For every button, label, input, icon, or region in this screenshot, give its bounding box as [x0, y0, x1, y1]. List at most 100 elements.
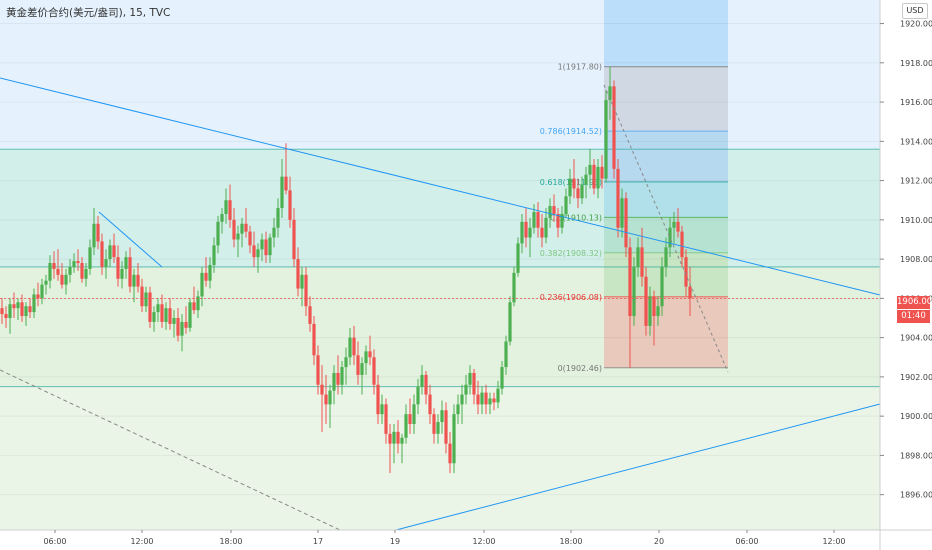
- x-tick-label: 17: [313, 537, 323, 546]
- candle-body: [480, 392, 484, 405]
- candle-body: [140, 286, 144, 307]
- candle-body: [584, 174, 588, 185]
- candle-body: [208, 265, 212, 281]
- candle-body: [240, 223, 244, 234]
- candle-body: [668, 227, 672, 248]
- candle-body: [612, 86, 616, 169]
- y-tick-label: 1912.00: [900, 177, 932, 186]
- candle-body: [404, 414, 408, 438]
- candle-body: [368, 351, 372, 358]
- candle-body: [384, 404, 388, 434]
- candle-body: [252, 245, 256, 258]
- candle-body: [108, 245, 112, 260]
- candle-body: [52, 263, 56, 269]
- x-tick-label: 18:00: [219, 537, 242, 546]
- candle-body: [464, 384, 468, 395]
- candle-body: [200, 272, 204, 297]
- x-tick-label: 06:00: [43, 537, 66, 546]
- candle-body: [120, 268, 124, 279]
- y-tick-label: 1900.00: [900, 412, 932, 421]
- candle-body: [264, 239, 268, 256]
- x-tick-label: 18:00: [559, 537, 582, 546]
- candle-body: [640, 247, 644, 277]
- candle-body: [116, 257, 120, 279]
- candle-body: [592, 164, 596, 189]
- candle-body: [448, 443, 452, 464]
- y-tick-label: 1916.00: [900, 98, 932, 107]
- candle-body: [304, 274, 308, 307]
- candle-body: [164, 308, 168, 322]
- candle-body: [528, 227, 532, 238]
- zone-bottom: [0, 386, 880, 530]
- candle-body: [416, 386, 420, 405]
- fib-label-0.5: 0.5(1910.13): [550, 213, 602, 222]
- zone-upper: [0, 0, 880, 150]
- candle-body: [536, 212, 540, 228]
- candle-body: [48, 263, 52, 281]
- candle-body: [8, 304, 12, 318]
- x-tick-label: 12:00: [822, 537, 845, 546]
- candle-body: [24, 306, 28, 317]
- candle-body: [44, 280, 48, 285]
- candle-body: [0, 308, 4, 315]
- candle-body: [540, 227, 544, 238]
- candle-body: [504, 341, 508, 368]
- candle-body: [656, 306, 660, 317]
- candle-body: [104, 259, 108, 267]
- candle-body: [684, 257, 688, 287]
- candle-body: [36, 294, 40, 299]
- candle-body: [340, 367, 344, 385]
- candle-body: [284, 176, 288, 191]
- candle-body: [436, 422, 440, 434]
- candle-body: [580, 184, 584, 199]
- candle-body: [344, 357, 348, 368]
- candle-body: [300, 274, 304, 289]
- fib-trend-dashed: [603, 84, 729, 373]
- fib-label-0: 0(1902.46): [558, 364, 602, 373]
- candle-body: [620, 198, 624, 228]
- candle-body: [548, 206, 552, 218]
- y-tick-label: 1896.00: [900, 491, 932, 500]
- y-tick-label: 1904.00: [900, 334, 932, 343]
- candle-body: [364, 351, 368, 364]
- candle-body: [660, 266, 664, 307]
- x-tick-label: 12:00: [130, 537, 153, 546]
- y-tick-label: 1898.00: [900, 451, 932, 460]
- fib-label-1: 1(1917.80): [558, 63, 602, 72]
- candle-body: [444, 410, 448, 444]
- candle-body: [560, 213, 564, 228]
- y-tick-label: 1914.00: [900, 137, 932, 146]
- candle-body: [244, 223, 248, 232]
- candle-body: [288, 190, 292, 220]
- candle-body: [516, 243, 520, 273]
- candle-body: [604, 100, 608, 179]
- candle-body: [92, 223, 96, 248]
- candle-body: [632, 266, 636, 317]
- candle-body: [60, 274, 64, 285]
- candle-body: [336, 372, 340, 385]
- candle-body: [372, 357, 376, 385]
- candle-body: [112, 245, 116, 258]
- candle-body: [676, 221, 680, 232]
- y-tick-label: 1918.00: [900, 59, 932, 68]
- candle-body: [552, 206, 556, 214]
- candle-body: [260, 239, 264, 250]
- candle-body: [144, 292, 148, 307]
- y-tick-label: 1902.00: [900, 373, 932, 382]
- candle-body: [420, 374, 424, 387]
- candle-body: [64, 274, 68, 285]
- candle-body: [228, 200, 232, 220]
- candle-body: [180, 321, 184, 336]
- currency-button[interactable]: USD: [902, 3, 928, 19]
- candle-body: [388, 433, 392, 444]
- candle-body: [32, 294, 36, 313]
- candle-body: [296, 259, 300, 289]
- candle-body: [80, 263, 84, 279]
- candle-body: [564, 196, 568, 214]
- candle-body: [492, 398, 496, 403]
- candle-body: [276, 208, 280, 228]
- candle-body: [128, 257, 132, 287]
- countdown-tag: 01:40: [897, 310, 930, 323]
- candle-body: [316, 355, 320, 385]
